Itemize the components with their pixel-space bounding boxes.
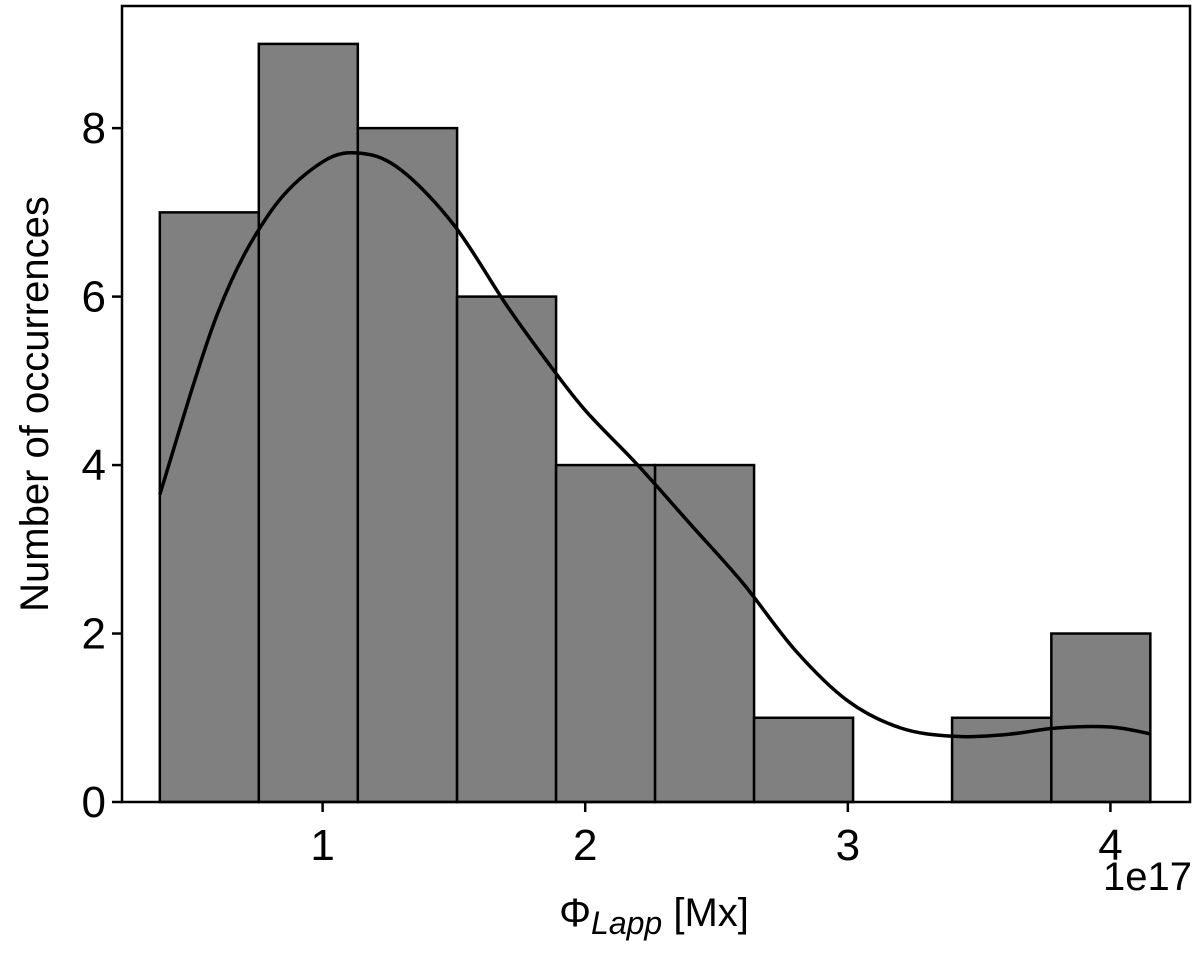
histogram-bar [257,42,360,804]
histogram-bar [158,211,261,804]
histogram-bar [356,126,459,804]
y-tick-label: 4 [82,441,106,490]
x-axis-label-unit: [Mx] [662,891,749,935]
x-tick-label: 1 [310,821,334,870]
histogram-bar [1050,632,1152,804]
y-tick-label: 8 [82,104,106,153]
histogram-bar [554,463,657,804]
x-tick-label: 2 [573,821,597,870]
y-axis-ticks: 0 2 4 6 8 [82,104,122,827]
x-axis-offset-label: 1e17 [1103,855,1192,899]
x-axis-label-subscript: Lapp [591,905,662,941]
histogram-bars [158,42,1152,804]
y-tick-label: 0 [82,778,106,827]
y-tick-label: 2 [82,610,106,659]
kde-curve [158,150,1151,739]
x-axis-label-symbol: Φ [559,891,591,935]
x-tick-label: 3 [836,821,860,870]
y-axis-label: Number of occurrences [13,196,57,612]
x-tick-label: 4 [1098,821,1122,870]
x-axis-ticks: 1 2 3 4 [310,802,1123,870]
histogram-bar [752,716,855,804]
plot-frame [120,4,1192,804]
x-axis-label: ΦLapp [Mx] [559,891,749,941]
histogram-bar [653,463,756,804]
y-tick-label: 6 [82,273,106,322]
histogram-bar [455,295,558,804]
